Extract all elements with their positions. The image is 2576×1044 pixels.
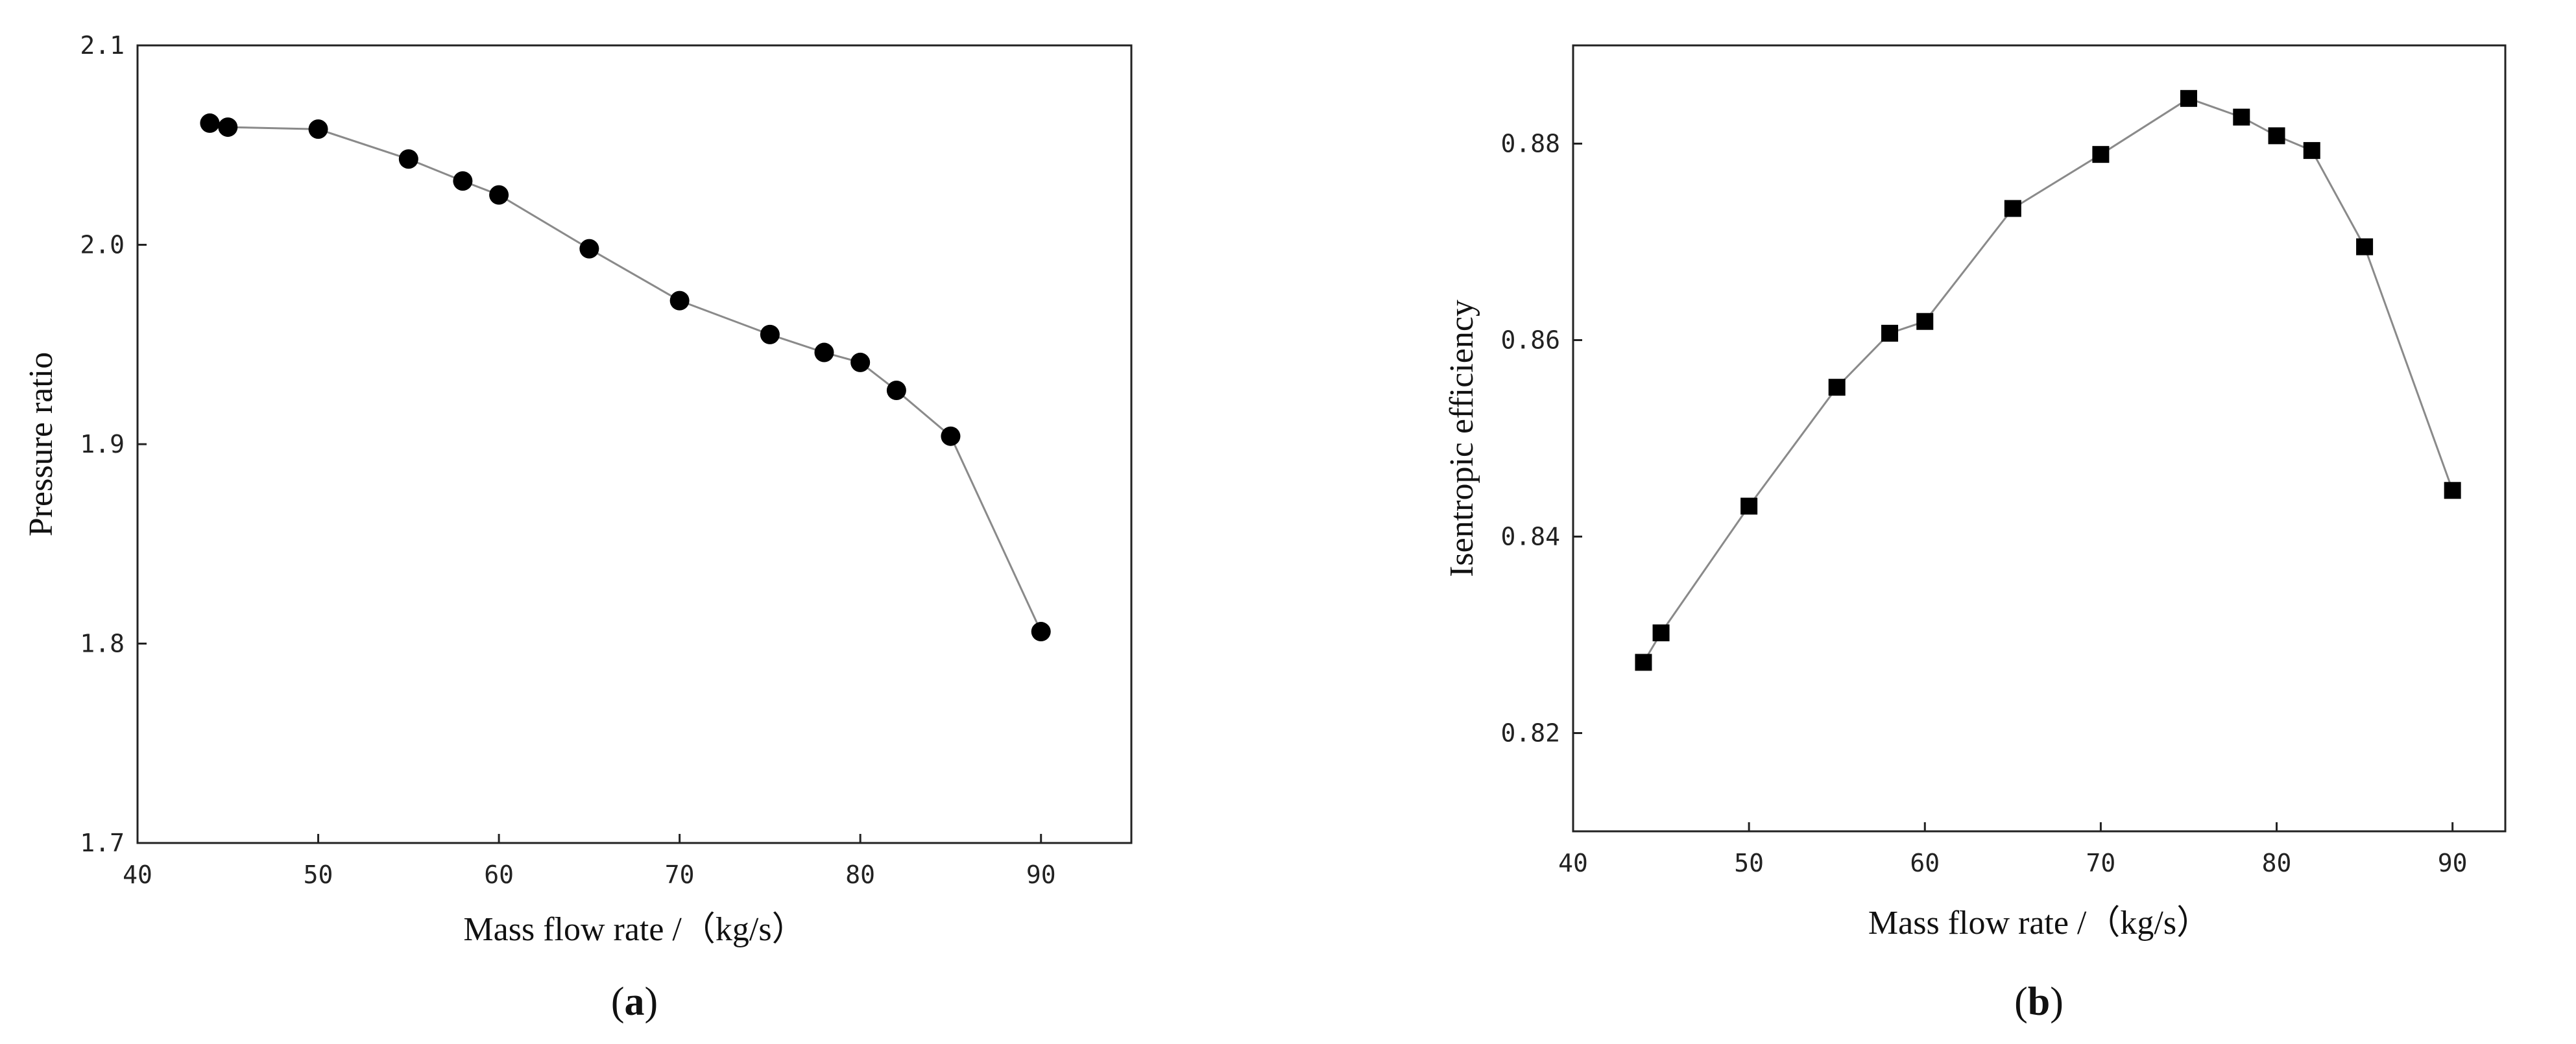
x-tick-label: 90 [2438,849,2468,877]
y-tick-label: 2.1 [80,31,125,60]
data-point [453,171,473,191]
data-point [1031,622,1051,642]
panel-label-b: (b) [2014,980,2064,1024]
data-point [2092,146,2110,163]
y-tick-label: 1.8 [80,630,125,658]
panel-label-a: (a) [611,980,658,1024]
data-point [850,352,871,372]
y-tick-label: 2.0 [80,231,125,259]
y-ticks-a: 1.7 1.8 1.9 2.0 2.1 [80,31,147,857]
x-tick-label: 60 [484,860,514,889]
x-ticks-b: 40 50 60 70 80 90 [1558,822,2468,877]
data-point [2303,142,2320,160]
data-point [489,185,509,205]
data-point [1740,497,1758,515]
panel-letter-b: b [2028,980,2050,1024]
series-b [1635,89,2461,671]
data-point [669,291,690,311]
y-tick-label: 0.84 [1500,523,1560,551]
y-tick-label: 1.9 [80,430,125,458]
data-point [2180,89,2197,107]
data-point [1652,624,1670,641]
data-point [2004,200,2021,217]
data-point [2444,482,2461,499]
series-a [200,113,1051,642]
x-tick-label: 60 [1910,849,1940,877]
x-tick-label: 40 [123,860,152,889]
y-axis-label-a: Pressure ratio [23,352,60,536]
y-axis-label-b: Isentropic efficiency [1443,300,1480,577]
x-tick-label: 50 [1734,849,1764,877]
data-point [760,324,780,344]
data-point [1916,313,1934,330]
x-tick-label: 80 [845,860,875,889]
y-tick-label: 0.86 [1500,326,1560,355]
data-point [1635,654,1652,671]
x-tick-label: 80 [2262,849,2292,877]
y-ticks-b: 0.82 0.84 0.86 0.88 [1500,130,1582,748]
y-tick-label: 1.7 [80,829,125,857]
x-axis-label-a: Mass flow rate /（kg/s） [463,911,805,948]
y-tick-label: 0.82 [1500,719,1560,748]
plot-frame-b [1572,44,2507,833]
data-point [886,380,906,400]
data-point [2233,108,2250,126]
data-point [941,426,961,446]
plot-frame-a [136,44,1133,844]
data-point [2356,238,2374,255]
x-axis-label-b: Mass flow rate /（kg/s） [1868,905,2210,942]
data-point [200,113,220,133]
data-point [218,117,238,137]
data-point [308,119,328,139]
x-tick-label: 70 [2086,849,2116,877]
x-tick-label: 50 [304,860,333,889]
data-point [398,149,418,169]
series-line [1643,97,2454,663]
data-point [579,239,599,259]
y-tick-label: 0.88 [1500,130,1560,158]
x-tick-label: 40 [1558,849,1588,877]
data-point [1881,324,1899,342]
series-line [210,122,1042,632]
x-ticks-a: 40 50 60 70 80 90 [123,834,1056,889]
panel-a-chart: 40 50 60 70 80 90 1.7 1.8 1.9 2.0 2.1 Mass flow r… [23,31,1133,1024]
data-point [1828,379,1846,396]
data-point [2268,127,2285,145]
panel-b-chart: 40 50 60 70 80 90 0.82 0.84 0.86 0.88 Mass flow … [1443,44,2507,1024]
data-point [814,342,834,362]
x-tick-label: 70 [665,860,695,889]
panel-letter-a: a [625,980,645,1024]
x-tick-label: 90 [1026,860,1056,889]
